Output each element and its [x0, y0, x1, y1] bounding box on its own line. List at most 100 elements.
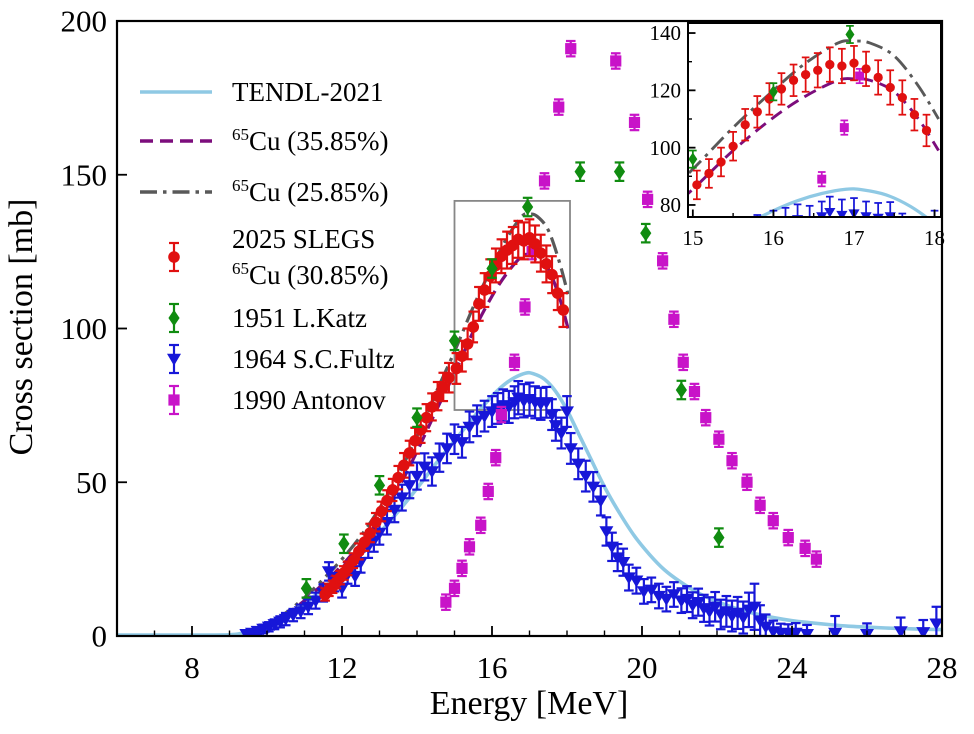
inset-x-tick-label: 17	[843, 226, 864, 250]
legend-item-5: 1964 S.C.Fultz	[167, 343, 395, 375]
data-point	[800, 56, 811, 93]
data-point	[447, 423, 462, 456]
series-tendl-2021	[758, 187, 928, 216]
legend: TENDL-2021 65Cu (35.85%) 65Cu (25.85%) 2025…	[140, 77, 395, 416]
data-point	[767, 511, 779, 530]
data-point	[301, 598, 316, 616]
data-point	[308, 591, 323, 610]
data-point	[692, 169, 702, 201]
data-point	[657, 252, 669, 270]
data-point	[470, 404, 484, 438]
data-point	[522, 196, 534, 218]
data-point	[338, 533, 350, 555]
legend-marker-swatch	[168, 302, 180, 334]
series-1964-s-c-fultz	[239, 379, 941, 635]
data-point	[574, 161, 586, 182]
data-point	[845, 24, 855, 44]
data-point	[817, 171, 827, 188]
data-point	[300, 578, 312, 599]
data-point	[680, 585, 694, 614]
data-point	[776, 72, 787, 106]
data-point	[563, 431, 578, 465]
data-point	[554, 416, 569, 450]
data-point	[691, 587, 706, 617]
data-point	[921, 113, 932, 148]
main-y-tick-label: 0	[92, 619, 108, 654]
data-point	[799, 539, 811, 558]
data-point	[713, 527, 725, 548]
main-x-tick-label: 24	[777, 650, 809, 685]
data-point	[897, 79, 907, 116]
inset-y-tick-label: 120	[650, 78, 682, 102]
series-1951-l-katz	[300, 161, 725, 599]
data-point	[791, 203, 804, 216]
data-point	[425, 456, 439, 487]
series-1990-antonov	[440, 39, 822, 611]
data-point	[740, 108, 750, 142]
data-point	[519, 298, 531, 316]
series-65cu-25-85-	[247, 212, 571, 635]
data-point	[462, 410, 477, 444]
data-point	[689, 149, 698, 169]
data-point	[565, 39, 577, 58]
data-point	[884, 201, 896, 216]
main-x-tick-label: 16	[477, 650, 508, 685]
legend-item-2: 65Cu (25.85%)	[140, 176, 388, 207]
data-point	[849, 45, 859, 82]
data-point	[873, 59, 883, 96]
data-point	[613, 161, 626, 182]
data-point	[816, 200, 828, 216]
main-x-tick-label: 8	[184, 650, 200, 685]
legend-item-label: 65Cu (35.85%)	[232, 125, 388, 156]
data-point	[456, 559, 468, 578]
data-point	[781, 206, 790, 216]
legend-item-label: 1951 L.Katz	[232, 303, 367, 333]
data-point	[448, 579, 461, 598]
data-point	[621, 563, 636, 592]
data-point	[728, 131, 738, 162]
data-point	[882, 3, 891, 17]
legend-item-label: TENDL-2021	[232, 77, 383, 107]
data-point	[553, 98, 565, 116]
data-point	[534, 233, 547, 273]
inset-y-tick-label: 100	[650, 136, 682, 160]
inset-y-tick-label: 80	[660, 193, 681, 217]
data-point	[628, 113, 641, 132]
inset-x-tick-label: 15	[682, 226, 703, 250]
data-point	[486, 258, 498, 279]
data-point	[640, 222, 652, 244]
data-point	[754, 496, 766, 515]
data-point	[616, 547, 631, 577]
main-x-tick-label: 12	[327, 650, 358, 685]
data-point	[788, 63, 799, 97]
data-point	[659, 585, 674, 613]
data-point	[490, 448, 502, 467]
data-point	[651, 582, 666, 610]
data-point	[369, 511, 382, 533]
data-point	[417, 452, 432, 482]
data-point	[860, 200, 872, 216]
series-1964-s-c-fultz	[753, 195, 939, 216]
x-axis-label: Energy [MeV]	[430, 685, 629, 722]
data-point	[828, 614, 843, 635]
data-point	[836, 198, 848, 216]
legend-item-label: 65Cu (25.85%)	[232, 176, 388, 207]
inset-data-layer	[689, 3, 940, 216]
data-point	[508, 353, 521, 372]
legend-item-0: TENDL-2021	[140, 77, 383, 107]
data-point	[813, 52, 823, 89]
legend-marker-swatch	[168, 241, 180, 273]
data-point	[861, 50, 871, 87]
data-point	[440, 593, 452, 611]
data-point	[898, 212, 907, 216]
data-point	[560, 395, 574, 428]
legend-item-label: 2025 SLEGS	[232, 224, 375, 254]
main-axes: 8 12 16 20 24 28 0 50 100 150 200	[61, 4, 958, 685]
data-point	[467, 310, 480, 344]
data-point	[539, 385, 554, 419]
inset-x-tick-label: 18	[924, 226, 945, 250]
main-data-layer	[118, 39, 941, 635]
data-point	[548, 408, 563, 442]
inset-y-tick-label: 140	[650, 21, 682, 45]
data-point	[810, 550, 822, 568]
